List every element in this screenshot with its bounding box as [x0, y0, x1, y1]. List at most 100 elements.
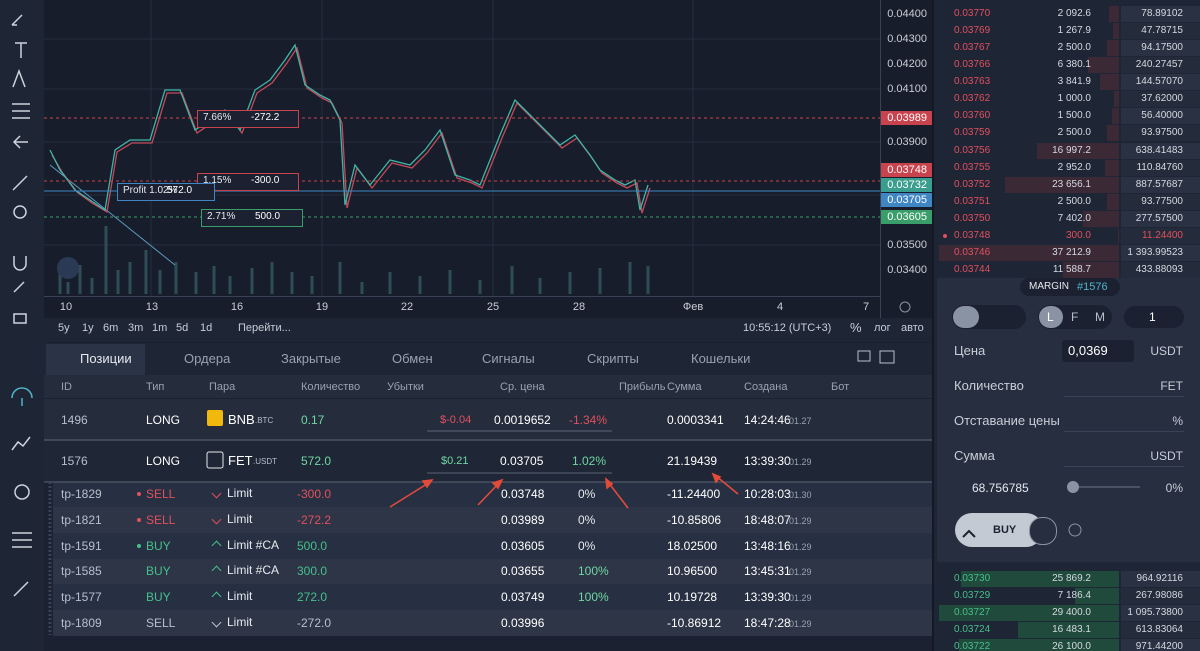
order-amount: 572.0 [167, 185, 193, 196]
order-profit: 100% [578, 564, 609, 579]
total-cell [1121, 639, 1200, 651]
depth-bar [1062, 262, 1119, 279]
book-amount: 2 500.0 [1057, 127, 1091, 139]
total-cell [1121, 159, 1200, 176]
date-label: 16 [230, 301, 244, 313]
form-position[interactable]: #1576 [1077, 281, 1108, 293]
field-line [1064, 405, 1184, 432]
range-button[interactable]: 5y [58, 322, 70, 334]
date-label: 28 [572, 301, 586, 313]
book-amount: 16 483.1 [1052, 624, 1091, 636]
icon-positions[interactable] [11, 387, 33, 406]
position-sum: 21.19439 [667, 454, 718, 468]
order-lines [44, 117, 880, 218]
book-amount: 1 267.9 [1057, 25, 1091, 37]
leverage-value[interactable] [1124, 306, 1184, 328]
range-button[interactable]: 1m [152, 322, 168, 334]
book-total: 93.77500 [1141, 195, 1183, 207]
book-amount: 2 952.0 [1057, 161, 1091, 173]
form-settings[interactable] [1068, 523, 1082, 537]
scale-option[interactable]: лог [874, 322, 891, 334]
order-row [53, 558, 932, 585]
order-date: 01.29 [789, 593, 812, 604]
depth-bar [1018, 622, 1119, 639]
depth-bar [1112, 23, 1119, 40]
book-price: 0.03769 [954, 25, 991, 37]
icon-sliders[interactable] [12, 532, 32, 548]
price-label: 0.04200 [887, 58, 927, 70]
slider-track[interactable] [1070, 486, 1140, 488]
slider-knob[interactable] [1067, 481, 1079, 493]
date-label: 7 [862, 301, 870, 313]
book-total: 93.97500 [1141, 127, 1183, 139]
active-tab[interactable] [46, 344, 145, 375]
leverage-active[interactable] [1039, 306, 1063, 328]
order-box [201, 209, 303, 227]
book-price: 0.03730 [954, 573, 991, 584]
column-header: Сумма [667, 381, 702, 393]
column-header: Количество [301, 381, 361, 393]
tab[interactable]: Закрытые [281, 351, 341, 366]
field-value[interactable]: 0,0369 [1068, 343, 1108, 358]
range-button[interactable]: 3m [128, 322, 144, 334]
order-time: 18:48:07 [744, 512, 791, 527]
tab[interactable]: Ордера [184, 351, 231, 366]
window-icon[interactable] [879, 350, 895, 364]
range-button[interactable]: 1y [82, 322, 94, 334]
field-unit: USDT [1150, 344, 1183, 358]
scale-option[interactable]: % [850, 320, 862, 335]
total-cell [1121, 227, 1200, 244]
icon-brush [11, 14, 23, 26]
leverage-mode[interactable]: M [1095, 310, 1105, 324]
book-total: 240.27457 [1135, 59, 1183, 71]
icon-settings[interactable] [14, 484, 30, 500]
total-cell [1121, 142, 1200, 159]
depth-bar [960, 571, 1119, 587]
position-loss: $-0.04 [440, 414, 472, 426]
chart-grid [44, 0, 880, 296]
date-label: 4 [776, 301, 784, 313]
book-price: 0.03751 [954, 195, 991, 207]
order-percent: 1.15% [203, 175, 232, 186]
range-button[interactable]: 5d [176, 322, 189, 334]
scale-option[interactable]: авто [901, 322, 924, 334]
field-line [1064, 370, 1184, 397]
depth-bar [1083, 210, 1119, 227]
order-avg-price: 0.03655 [501, 564, 545, 579]
icon-chart[interactable] [11, 436, 31, 451]
tab[interactable]: Сигналы [482, 351, 535, 366]
tab[interactable]: Скрипты [587, 351, 639, 366]
book-price: 0.03748 [954, 229, 991, 241]
position-quantity: 0.17 [301, 413, 325, 427]
order-type-active[interactable] [953, 306, 979, 328]
total-cell [1121, 210, 1200, 227]
order-avg-price: 0.03996 [501, 616, 545, 630]
settings-icon[interactable] [899, 301, 911, 313]
column-header: Пара [209, 381, 236, 393]
field-label: Количество [954, 378, 1024, 393]
logo [57, 257, 79, 279]
order-kind: Limit #CA [227, 537, 280, 552]
buy-button[interactable] [955, 513, 1043, 547]
depth-bar [1106, 40, 1119, 57]
buy-dropdown[interactable] [1029, 517, 1057, 545]
range-button[interactable]: 6m [103, 322, 119, 334]
price-input[interactable] [1062, 340, 1134, 362]
leverage-mode[interactable]: F [1071, 310, 1079, 324]
order-profit: 0% [578, 487, 596, 501]
leverage-mode[interactable]: L [1047, 310, 1054, 324]
book-price: 0.03770 [954, 8, 991, 19]
buy-label[interactable]: BUY [993, 524, 1017, 536]
depth-bar [1075, 588, 1119, 605]
window-icon[interactable] [857, 350, 871, 362]
tab[interactable]: Обмен [392, 351, 433, 366]
range-button[interactable]: 1d [200, 322, 213, 334]
price-tag-text: 0.03705 [887, 194, 927, 206]
order-sum: 10.19728 [667, 590, 718, 605]
icon-brush2[interactable] [13, 581, 29, 597]
goto-button[interactable]: Перейти... [238, 322, 291, 334]
position-quantity: 572.0 [301, 454, 332, 468]
tab[interactable]: Кошельки [691, 351, 751, 366]
total-cell [1121, 125, 1200, 142]
tab[interactable]: Позиции [80, 351, 132, 366]
